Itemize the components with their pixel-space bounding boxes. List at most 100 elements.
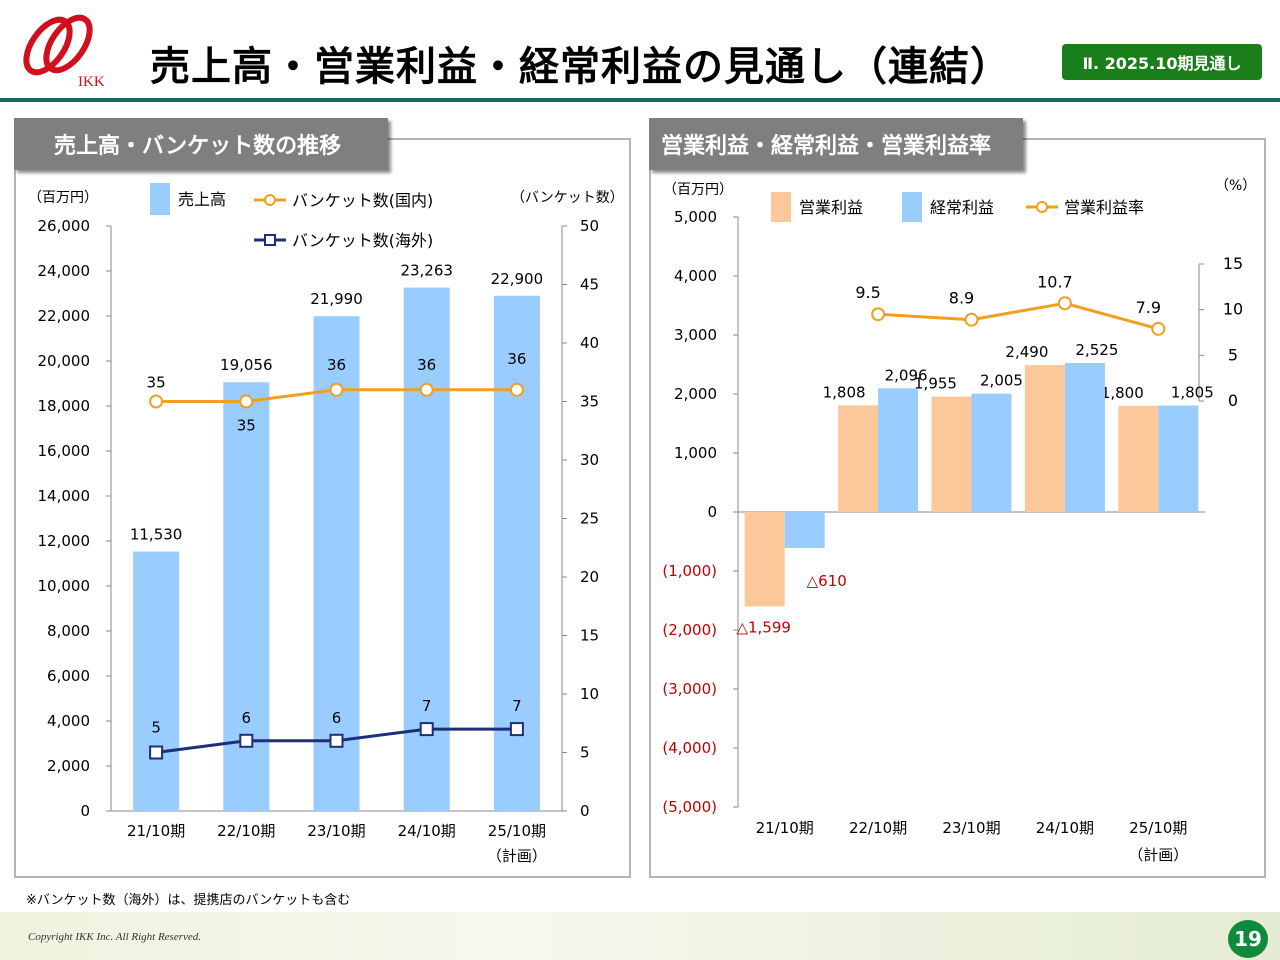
overseas-banquet-point xyxy=(509,722,524,737)
ordinary-profit-data-label: 2,005 xyxy=(980,372,1023,390)
legend-op-label: 営業利益 xyxy=(799,198,863,217)
overseas-banquet-data-label: 7 xyxy=(512,697,522,715)
y-tick-label: 2,000 xyxy=(674,385,717,403)
y-tick-label: 24,000 xyxy=(38,262,91,280)
operating-profit-data-label: 2,490 xyxy=(1005,343,1048,361)
page-number: 19 xyxy=(1228,920,1268,958)
operating-profit-bar xyxy=(1024,365,1065,512)
y2-tick-label: 20 xyxy=(580,568,599,586)
y-tick-label: 5,000 xyxy=(674,208,717,226)
y-tick-label: (1,000) xyxy=(662,562,717,580)
y-tick-label: (5,000) xyxy=(662,798,717,816)
y-tick-label: (2,000) xyxy=(662,621,717,639)
overseas-banquet-point xyxy=(149,745,164,760)
y2-unit-label: （%） xyxy=(1215,178,1256,194)
legend-op-swatch xyxy=(771,192,791,222)
y2-tick-label: 45 xyxy=(580,276,599,294)
domestic-banquet-point xyxy=(329,382,344,397)
operating-margin-data-label: 9.5 xyxy=(855,283,880,302)
y2-tick-label: 0 xyxy=(580,802,590,820)
y-tick-label: 10,000 xyxy=(38,577,91,595)
y2-tick-label: 10 xyxy=(1223,300,1243,319)
domestic-banquet-point xyxy=(419,382,434,397)
y2-tick-label: 50 xyxy=(580,217,599,235)
domestic-banquet-data-label: 36 xyxy=(507,350,526,368)
sales-bar xyxy=(133,551,180,811)
sales-bar xyxy=(313,316,360,811)
y2-tick-label: 15 xyxy=(1223,254,1243,273)
y-tick-label: 20,000 xyxy=(38,352,91,370)
overseas-banquet-data-label: 6 xyxy=(242,709,252,727)
y-unit-label: （百万円） xyxy=(28,190,98,206)
y-tick-label: 6,000 xyxy=(47,667,90,685)
y-tick-label: 0 xyxy=(707,503,717,521)
legend-ord-swatch xyxy=(902,192,922,222)
legend-sales-swatch xyxy=(150,183,170,215)
ordinary-profit-bar xyxy=(878,388,919,512)
y-tick-label: 8,000 xyxy=(47,622,90,640)
sales-panel-title: 売上高・バンケット数の推移 xyxy=(14,118,388,170)
y-tick-label: 12,000 xyxy=(38,532,91,550)
ordinary-profit-bar xyxy=(971,393,1012,512)
y-tick-label: 4,000 xyxy=(47,712,90,730)
y2-tick-label: 0 xyxy=(1228,391,1238,410)
y-tick-label: 1,000 xyxy=(674,444,717,462)
x-tick-label: 22/10期 xyxy=(849,819,907,837)
operating-margin-data-label: 7.9 xyxy=(1136,298,1161,317)
operating-margin-point xyxy=(1151,321,1166,336)
legend-sales-label: 売上高 xyxy=(178,190,226,209)
x-tick-label: 25/10期 xyxy=(1129,819,1187,837)
ikk-logo: IKK xyxy=(23,14,104,90)
y2-tick-label: 10 xyxy=(580,685,599,703)
legend-ord-label: 経常利益 xyxy=(930,198,994,217)
y-tick-label: 18,000 xyxy=(38,397,91,415)
profit-chart: (5,000) (4,000) (3,000) (2,000) (1,000) 0 1,00… xyxy=(662,178,1256,864)
x-tick-label: 23/10期 xyxy=(307,822,365,840)
operating-margin-point xyxy=(1057,296,1072,311)
sales-data-label: 11,530 xyxy=(130,526,183,544)
y2-tick-label: 40 xyxy=(580,334,599,352)
sales-data-label: 21,990 xyxy=(310,290,363,308)
y-tick-label: 4,000 xyxy=(674,267,717,285)
y2-unit-label: （バンケット数） xyxy=(511,190,624,206)
operating-margin-line xyxy=(878,301,1159,331)
overseas-banquet-data-label: 6 xyxy=(332,709,342,727)
section-badge: Ⅱ. 2025.10期見通し xyxy=(1062,44,1262,80)
y2-tick-label: 35 xyxy=(580,393,599,411)
x-tick-label: 22/10期 xyxy=(217,822,275,840)
copyright: Copyright IKK Inc. All Right Reserved. xyxy=(28,931,202,943)
y-tick-label: 16,000 xyxy=(38,442,91,460)
legend-overseas-marker xyxy=(264,234,276,246)
overseas-banquet-point xyxy=(329,733,344,748)
ordinary-profit-bar xyxy=(1064,363,1105,512)
overseas-banquet-data-label: 7 xyxy=(422,697,432,715)
ordinary-profit-data-label: 1,805 xyxy=(1171,384,1214,402)
y-tick-label: (4,000) xyxy=(662,739,717,757)
operating-margin-point xyxy=(964,312,979,327)
y-tick-label: 0 xyxy=(80,802,90,820)
y-tick-label: 22,000 xyxy=(38,307,91,325)
y2-tick-label: 5 xyxy=(580,744,590,762)
y-tick-label: 3,000 xyxy=(674,326,717,344)
domestic-banquet-data-label: 36 xyxy=(327,356,346,374)
overseas-banquet-point xyxy=(419,722,434,737)
domestic-banquet-data-label: 36 xyxy=(417,356,436,374)
ordinary-profit-data-label: 2,525 xyxy=(1075,341,1118,359)
profit-panel-title: 営業利益・経常利益・営業利益率 xyxy=(649,118,1023,170)
x-tick-label: 24/10期 xyxy=(398,822,456,840)
logo-text: IKK xyxy=(78,74,104,90)
domestic-banquet-point xyxy=(239,394,254,409)
sales-data-label: 23,263 xyxy=(400,262,453,280)
x-tick-label: 21/10期 xyxy=(127,822,185,840)
page-title: 売上高・営業利益・経常利益の見通し（連結） xyxy=(150,44,1011,90)
operating-profit-data-label: 1,800 xyxy=(1101,384,1144,402)
footnote: ※バンケット数（海外）は、提携店のバンケットも含む xyxy=(26,893,351,908)
overseas-banquet-data-label: 5 xyxy=(151,719,161,737)
ordinary-profit-bar xyxy=(1158,405,1199,512)
operating-profit-bar xyxy=(744,512,785,607)
legend-margin-marker xyxy=(1036,201,1048,213)
operating-profit-data-label: 1,955 xyxy=(914,375,957,393)
sales-data-label: 22,900 xyxy=(491,270,544,288)
ordinary-profit-data-label: △610 xyxy=(807,572,847,590)
operating-margin-data-label: 10.7 xyxy=(1037,272,1073,291)
